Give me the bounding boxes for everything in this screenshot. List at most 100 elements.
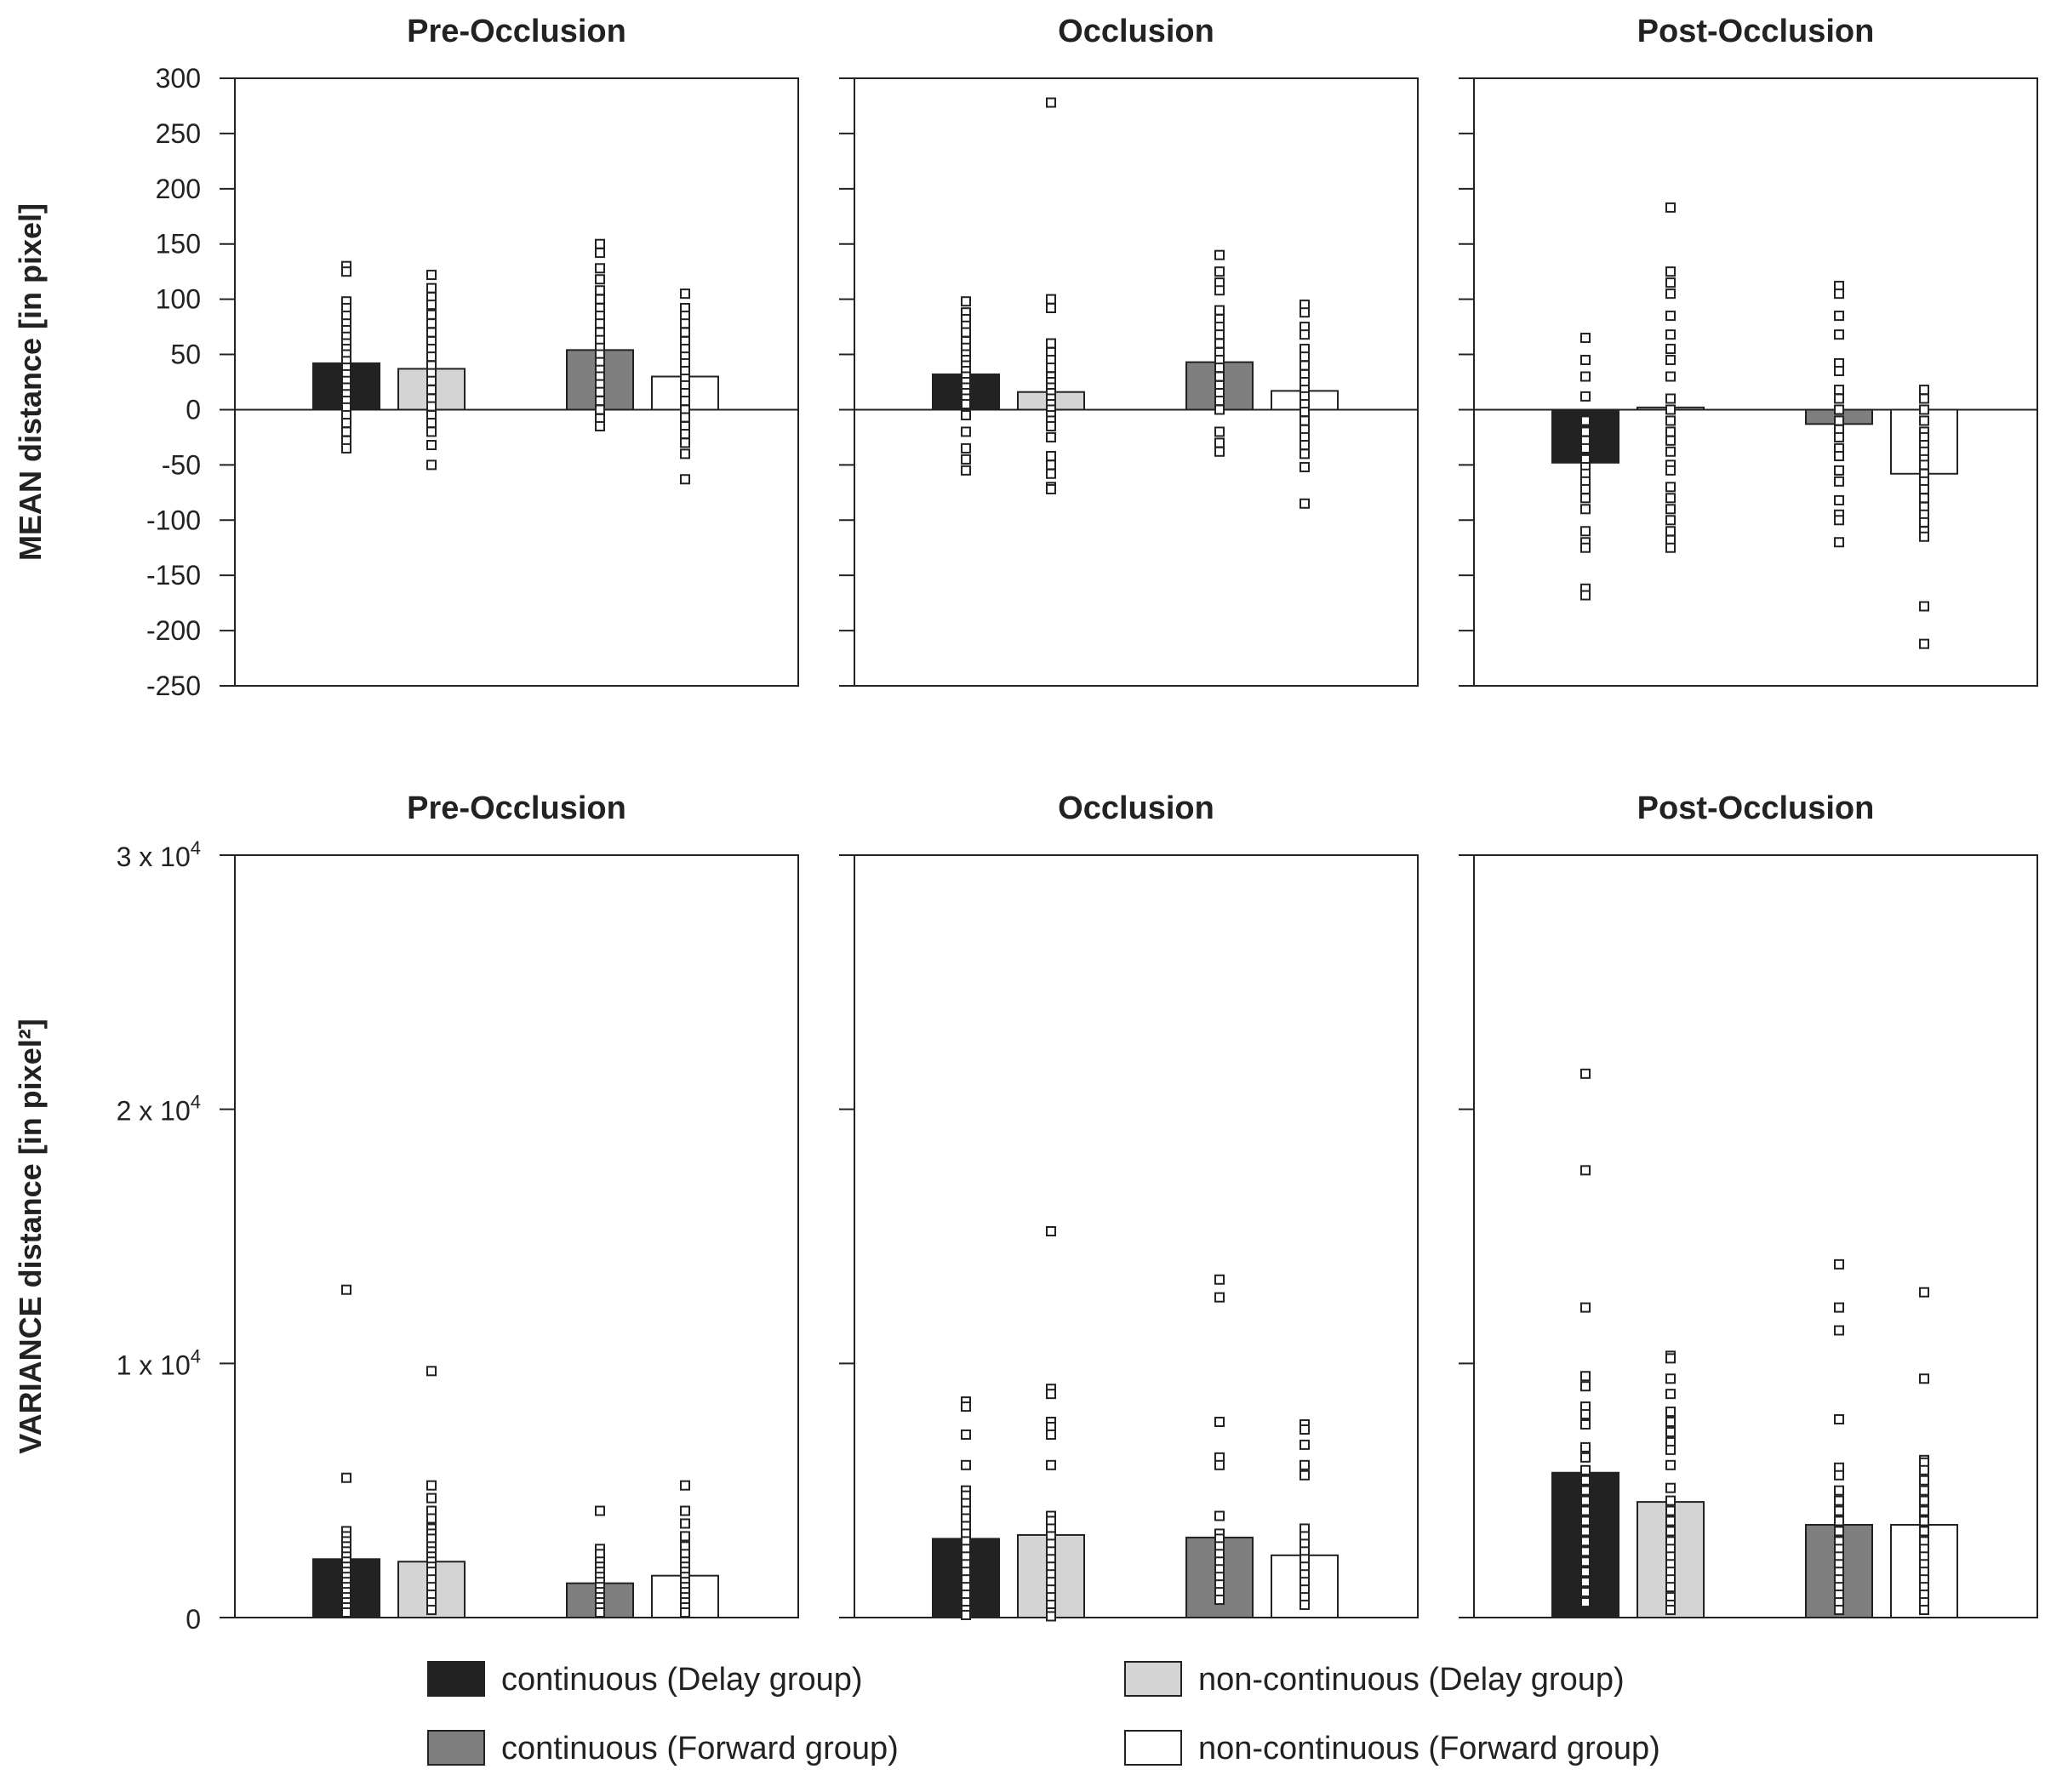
data-point — [961, 454, 971, 465]
data-point — [1665, 1459, 1676, 1470]
data-point — [1834, 537, 1844, 548]
data-point — [1046, 362, 1056, 374]
data-point — [1046, 294, 1056, 305]
data-point — [961, 1401, 971, 1412]
data-point — [1834, 404, 1844, 415]
data-point — [1580, 1452, 1591, 1463]
data-point — [1214, 285, 1225, 296]
data-point — [1580, 542, 1591, 553]
data-point — [1834, 1325, 1844, 1336]
data-point — [1214, 437, 1225, 448]
mean-panel-3: Post-Occlusion — [1459, 14, 2038, 687]
data-point — [680, 412, 690, 423]
data-point — [680, 1505, 690, 1516]
data-point — [1214, 266, 1225, 277]
legend-label: continuous (Forward group) — [501, 1731, 899, 1766]
legend-swatch — [427, 1661, 485, 1697]
data-point — [1665, 266, 1676, 277]
data-point — [426, 1605, 437, 1616]
data-point — [426, 459, 437, 471]
data-point — [1665, 311, 1676, 322]
plot-frame — [1473, 854, 2038, 1618]
data-point — [1580, 426, 1591, 437]
data-point — [680, 1607, 690, 1618]
data-point — [1300, 1439, 1310, 1450]
data-point — [426, 1366, 437, 1377]
data-point — [1665, 415, 1676, 426]
data-point — [680, 437, 690, 448]
data-point — [426, 351, 437, 362]
data-point — [1046, 1611, 1056, 1622]
data-point — [1580, 391, 1591, 402]
data-point — [1834, 1505, 1844, 1516]
data-point — [595, 404, 605, 415]
legend-swatch — [1124, 1730, 1182, 1766]
data-point — [1300, 439, 1310, 450]
data-point — [1580, 415, 1591, 426]
data-point — [1046, 1429, 1056, 1440]
data-point — [1580, 1371, 1591, 1382]
data-point — [1580, 1419, 1591, 1430]
data-point — [961, 296, 971, 307]
data-point — [1665, 1505, 1676, 1516]
mean-panel-1: Pre-Occlusion — [220, 14, 799, 687]
data-point — [341, 266, 351, 277]
data-point — [1665, 526, 1676, 537]
plot-frame — [234, 854, 799, 1618]
data-point — [426, 1513, 437, 1524]
data-point — [680, 1531, 690, 1542]
data-point — [1665, 1389, 1676, 1400]
data-point — [1834, 1302, 1844, 1313]
data-point — [1919, 1464, 1929, 1475]
panel-title: Pre-Occlusion — [407, 790, 626, 826]
data-point — [341, 418, 351, 429]
data-point — [1046, 420, 1056, 431]
y-axis-label: MEAN distance [in pixel] — [13, 203, 48, 561]
plot-frame — [234, 77, 799, 687]
data-point — [1919, 1526, 1929, 1537]
data-point — [1214, 1510, 1225, 1521]
mean-chart: 300 250 200 150 100 50 0 -50 -100 -150 -200 -250 MEA… — [13, 14, 2038, 701]
data-point — [961, 1459, 971, 1470]
data-point — [961, 409, 971, 420]
legend-label: non-continuous (Forward group) — [1198, 1731, 1660, 1766]
data-point — [341, 426, 351, 437]
data-point — [1580, 1409, 1591, 1420]
data-point — [426, 375, 437, 386]
data-point — [1580, 333, 1591, 344]
variance-panel-1: Pre-Occlusion — [220, 790, 799, 1619]
data-point — [961, 442, 971, 454]
data-point — [1300, 461, 1310, 472]
data-point — [1665, 1407, 1676, 1418]
data-point — [1834, 1605, 1844, 1616]
data-point — [595, 1505, 605, 1516]
data-point — [341, 1284, 351, 1295]
data-point — [1580, 1526, 1591, 1537]
data-point — [426, 1480, 437, 1491]
data-point — [1834, 329, 1844, 340]
data-point — [1834, 476, 1844, 487]
data-point — [426, 270, 437, 281]
data-point — [1665, 1495, 1676, 1506]
data-point — [595, 248, 605, 259]
legend-item-cf: continuous (Forward group) — [427, 1730, 899, 1766]
data-point — [1046, 303, 1056, 314]
data-point — [1665, 355, 1676, 366]
data-point — [1580, 1505, 1591, 1516]
data-point — [1580, 1536, 1591, 1547]
data-point — [1834, 494, 1844, 505]
data-point — [426, 327, 437, 338]
data-point — [1214, 404, 1225, 415]
data-point — [1300, 360, 1310, 371]
y-tick-label: 1 x 104 — [117, 1345, 201, 1380]
variance-chart: 3 x 104 2 x 104 1 x 104 0 VARIANCE distance … — [13, 790, 2038, 1635]
data-point — [1665, 1605, 1676, 1616]
data-point — [1580, 504, 1591, 515]
data-point — [1214, 1595, 1225, 1606]
y-tick-label: 250 — [156, 118, 201, 149]
legend-label: continuous (Delay group) — [501, 1662, 863, 1698]
data-point — [1919, 393, 1929, 404]
panel-title: Post-Occlusion — [1637, 14, 1875, 49]
data-point — [1919, 1515, 1929, 1527]
plot-frame — [1473, 77, 2038, 687]
